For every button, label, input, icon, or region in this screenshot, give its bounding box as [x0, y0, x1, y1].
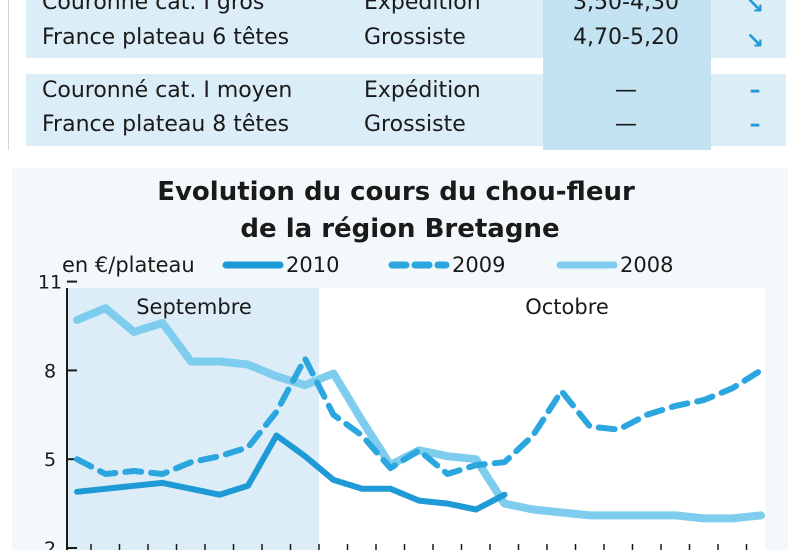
table-cell-price: — [615, 112, 637, 137]
month-label-octobre: Octobre [525, 295, 609, 319]
x-axis-ticks [90, 544, 748, 550]
chart-title-line-1: Evolution du cours du chou-fleur [157, 177, 635, 207]
chart-panel: Evolution du cours du chou-fleur de la r… [12, 168, 788, 550]
series-lines [73, 304, 765, 523]
y-tick-label: 11 [38, 272, 62, 294]
y-axis: 2 5 8 11 [38, 272, 77, 550]
table-cell-product: Couronné cat. I moyen [42, 78, 293, 103]
table-cell-price: — [615, 78, 637, 103]
chart: Evolution du cours du chou-fleur de la r… [38, 177, 765, 550]
trend-flat-icon: – [749, 112, 761, 137]
y-tick-label: 2 [44, 538, 56, 550]
legend-label-2008: 2008 [620, 253, 673, 277]
table-cell-price: 3,50-4,30 [573, 0, 679, 15]
september-shade [67, 288, 319, 550]
month-label-septembre: Septembre [136, 295, 252, 319]
table-cell-product: France plateau 6 têtes [42, 25, 290, 50]
price-table: Couronné cat. I gros Expédition 3,50-4,3… [0, 0, 800, 150]
table-left-rule [8, 0, 9, 150]
trend-flat-icon: – [749, 78, 761, 103]
table-cell-stage: Grossiste [364, 112, 466, 137]
series-line-2009 [74, 355, 764, 477]
price-column-shade [543, 0, 711, 150]
legend-label-2010: 2010 [286, 253, 339, 277]
series-line-2010 [74, 432, 508, 513]
chart-title-line-2: de la région Bretagne [240, 214, 559, 244]
trend-down-icon: ↘ [745, 29, 765, 54]
table-cell-price: 4,70-5,20 [573, 25, 679, 50]
y-tick-label: 8 [44, 360, 56, 382]
table-cell-product: France plateau 8 têtes [42, 112, 290, 137]
legend-label-2009: 2009 [452, 253, 505, 277]
table-cell-stage: Expédition [364, 78, 481, 103]
table-cell-stage: Expédition [364, 0, 481, 15]
y-tick-label: 5 [44, 449, 56, 471]
trend-down-icon: ↘ [745, 0, 765, 19]
table-cell-product: Couronné cat. I gros [42, 0, 265, 15]
table-cell-stage: Grossiste [364, 25, 466, 50]
legend: 2010 2009 2008 [222, 253, 673, 277]
unit-label: en €/plateau [62, 253, 195, 277]
